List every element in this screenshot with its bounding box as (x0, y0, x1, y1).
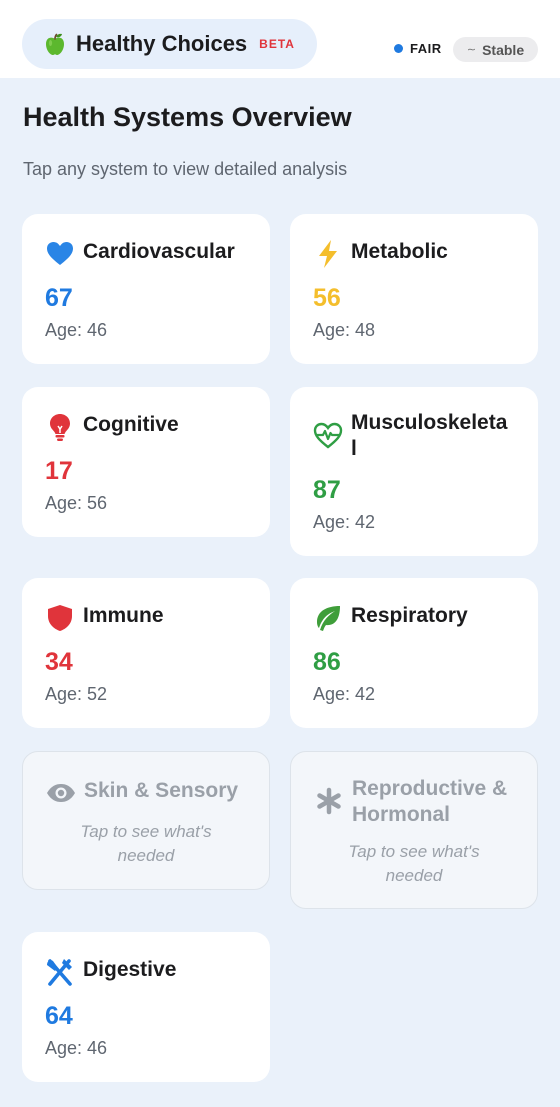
brand-pill[interactable]: Healthy Choices BETA (22, 19, 317, 69)
lightning-icon (319, 240, 337, 268)
heartbeat-icon (313, 422, 343, 449)
top-bar: Healthy Choices BETA FAIR ∼ Stable (0, 0, 560, 78)
lightbulb-icon (50, 414, 70, 441)
asterisk-icon (317, 787, 341, 815)
system-score: 86 (313, 648, 341, 676)
trend-label: Stable (482, 41, 525, 58)
system-age: Age: 52 (45, 684, 108, 704)
system-name: Metabolic (351, 240, 448, 263)
system-score: 87 (313, 476, 341, 504)
system-card-skin-sensory[interactable]: Skin & Sensory Tap to see what's needed (22, 751, 270, 890)
app-name: Healthy Choices (76, 31, 248, 56)
system-age: Age: 46 (45, 320, 108, 340)
system-name: Musculoskeletal (351, 411, 508, 460)
status-indicator: FAIR (394, 41, 442, 56)
system-name: Cognitive (83, 413, 179, 436)
system-age: Age: 56 (45, 493, 108, 513)
system-card-immune[interactable]: Immune 34 Age: 52 (22, 578, 270, 728)
page-title: Health Systems Overview (23, 102, 352, 132)
system-score: 17 (45, 457, 73, 485)
system-score: 67 (45, 284, 73, 312)
status-label: FAIR (410, 41, 442, 56)
trend-badge: ∼ Stable (453, 37, 538, 62)
system-name: Skin & Sensory (84, 779, 239, 802)
tilde-icon: ∼ (466, 44, 477, 56)
system-card-digestive[interactable]: Digestive 64 Age: 46 (22, 932, 270, 1082)
utensils-icon (47, 959, 72, 986)
system-name: Respiratory (351, 604, 468, 627)
system-name: Digestive (83, 958, 177, 981)
green-apple-icon (46, 33, 64, 55)
system-score: 34 (45, 648, 73, 676)
system-card-cardiovascular[interactable]: Cardiovascular 67 Age: 46 (22, 214, 270, 364)
system-name: Cardiovascular (83, 240, 235, 263)
leaf-icon (317, 606, 340, 631)
page-subtitle: Tap any system to view detailed analysis (23, 159, 348, 179)
system-card-metabolic[interactable]: Metabolic 56 Age: 48 (290, 214, 538, 364)
status-dot-icon (394, 44, 403, 53)
system-age: Age: 46 (45, 1038, 108, 1058)
shield-icon (48, 605, 72, 631)
system-age: Age: 42 (313, 684, 376, 704)
eye-icon (47, 784, 75, 802)
system-name: Immune (83, 604, 164, 627)
beta-badge: BETA (259, 37, 295, 51)
system-card-musculoskeletal[interactable]: Musculoskeletal 87 Age: 42 (290, 387, 538, 556)
system-score: 56 (313, 284, 341, 312)
heart-icon (47, 242, 73, 265)
system-name: Reproductive & Hormonal (352, 777, 508, 826)
system-card-respiratory[interactable]: Respiratory 86 Age: 42 (290, 578, 538, 728)
system-card-reproductive-hormonal[interactable]: Reproductive & Hormonal Tap to see what'… (290, 751, 538, 909)
locked-hint: Tap to see what's needed (348, 842, 480, 885)
system-score: 64 (45, 1002, 73, 1030)
system-age: Age: 48 (313, 320, 376, 340)
system-card-cognitive[interactable]: Cognitive 17 Age: 56 (22, 387, 270, 537)
locked-hint: Tap to see what's needed (80, 822, 212, 865)
system-age: Age: 42 (313, 512, 376, 532)
